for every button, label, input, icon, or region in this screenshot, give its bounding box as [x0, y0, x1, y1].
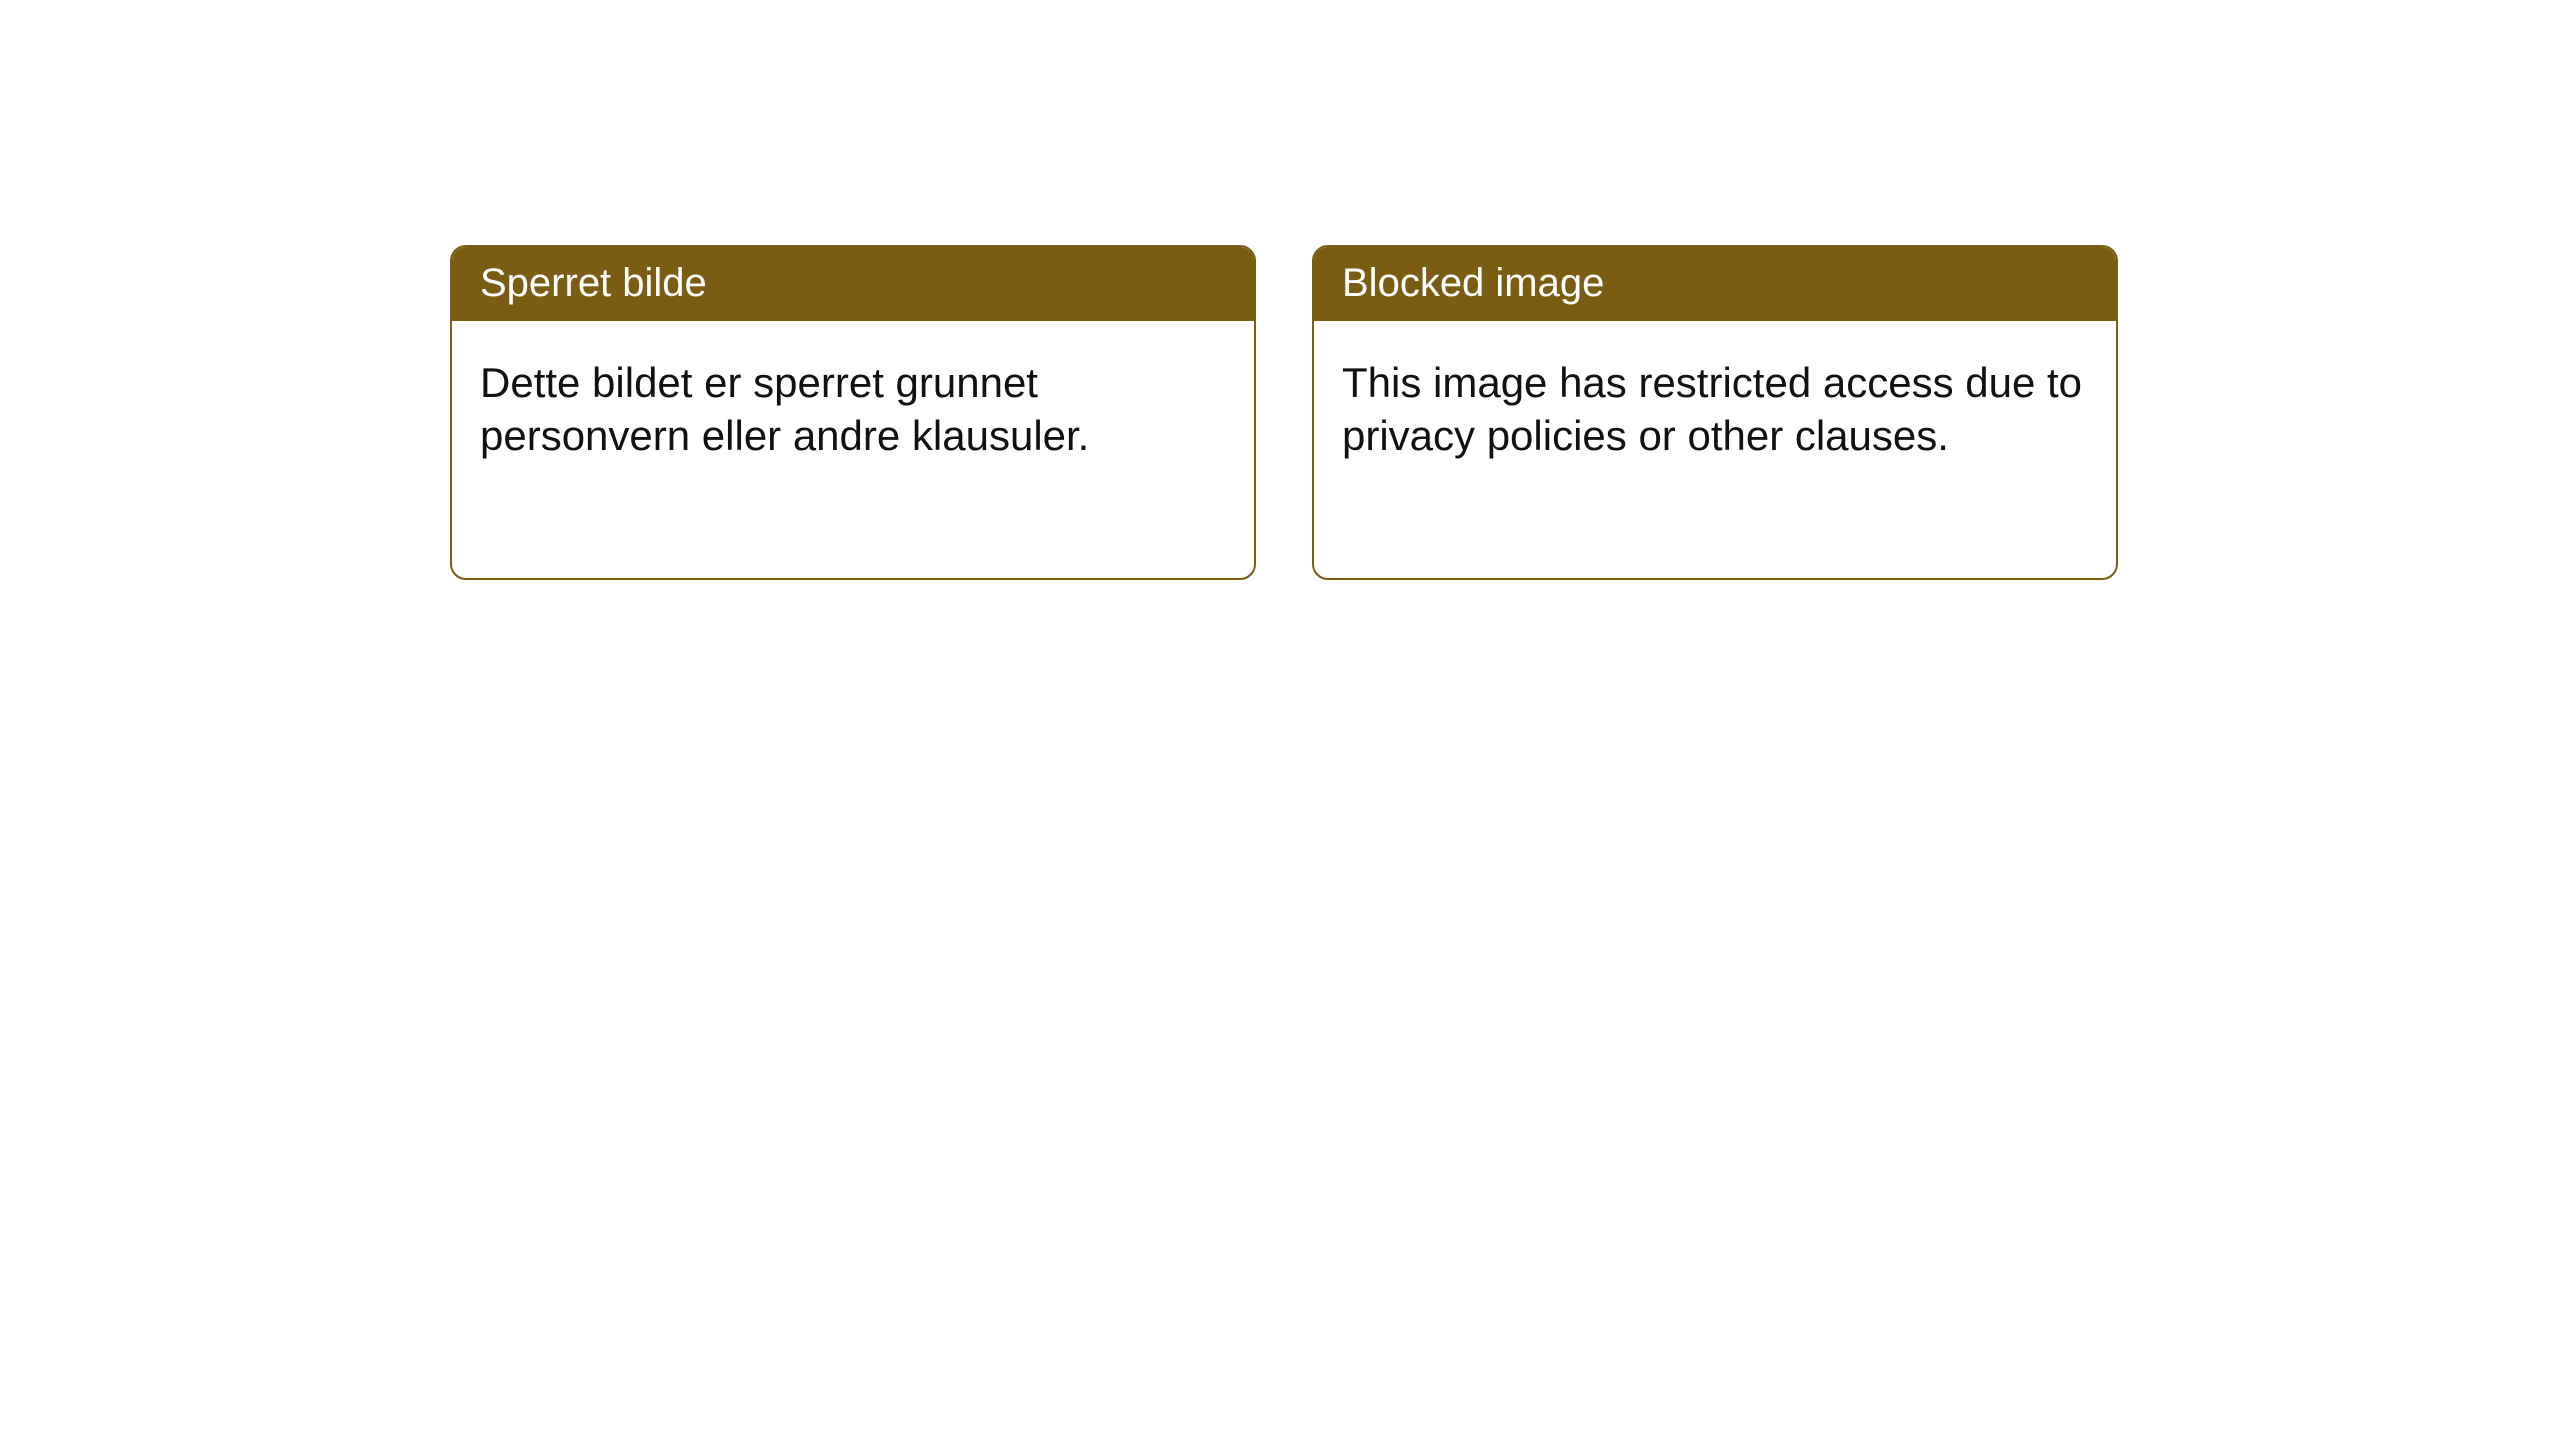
card-body-en: This image has restricted access due to … [1314, 321, 2116, 498]
cards-container: Sperret bilde Dette bildet er sperret gr… [450, 245, 2118, 580]
blocked-image-card-en: Blocked image This image has restricted … [1312, 245, 2118, 580]
blocked-image-card-no: Sperret bilde Dette bildet er sperret gr… [450, 245, 1256, 580]
card-header-no: Sperret bilde [452, 247, 1254, 321]
card-header-en: Blocked image [1314, 247, 2116, 321]
card-body-no: Dette bildet er sperret grunnet personve… [452, 321, 1254, 498]
